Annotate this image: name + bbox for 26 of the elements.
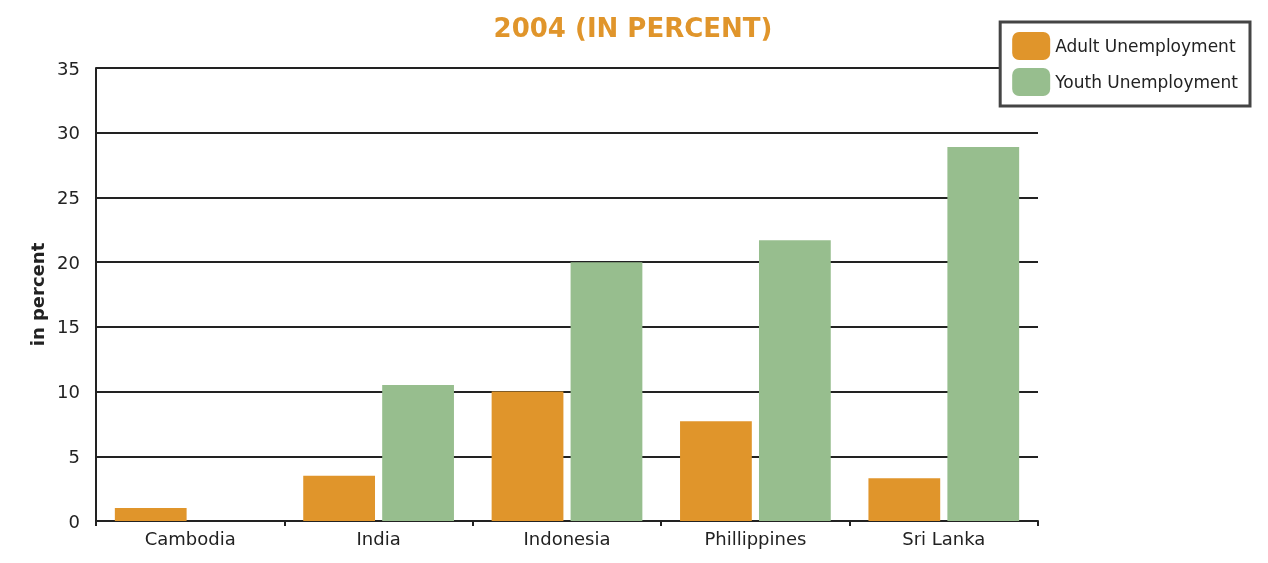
bar	[303, 475, 376, 521]
x-tick-label: Cambodia	[144, 527, 236, 549]
bar	[570, 262, 643, 521]
y-tick-label: 20	[57, 251, 80, 273]
chart-title: 2004 (IN PERCENT)	[493, 13, 773, 43]
bar	[868, 478, 941, 521]
bar	[758, 240, 831, 521]
bar	[114, 508, 187, 521]
legend-label: Youth Unemployment	[1054, 72, 1239, 92]
y-tick-label: 30	[57, 122, 80, 144]
bar	[680, 421, 752, 521]
legend-label: Adult Unemployment	[1055, 36, 1236, 56]
y-axis-title: in percent	[26, 242, 48, 347]
bar	[491, 391, 564, 521]
bar	[947, 146, 1020, 521]
y-tick-label: 35	[57, 57, 80, 79]
y-tick-label: 25	[57, 186, 80, 208]
y-tick-label: 10	[57, 381, 80, 403]
y-tick-label: 5	[68, 445, 80, 467]
x-tick-label: Phillippines	[704, 527, 807, 549]
x-tick-label: India	[356, 527, 401, 549]
bar	[382, 385, 454, 521]
y-tick-label: 15	[57, 316, 80, 338]
x-tick-label: Indonesia	[523, 527, 611, 549]
y-tick-label: 0	[68, 510, 80, 532]
x-tick-label: Sri Lanka	[902, 527, 986, 549]
